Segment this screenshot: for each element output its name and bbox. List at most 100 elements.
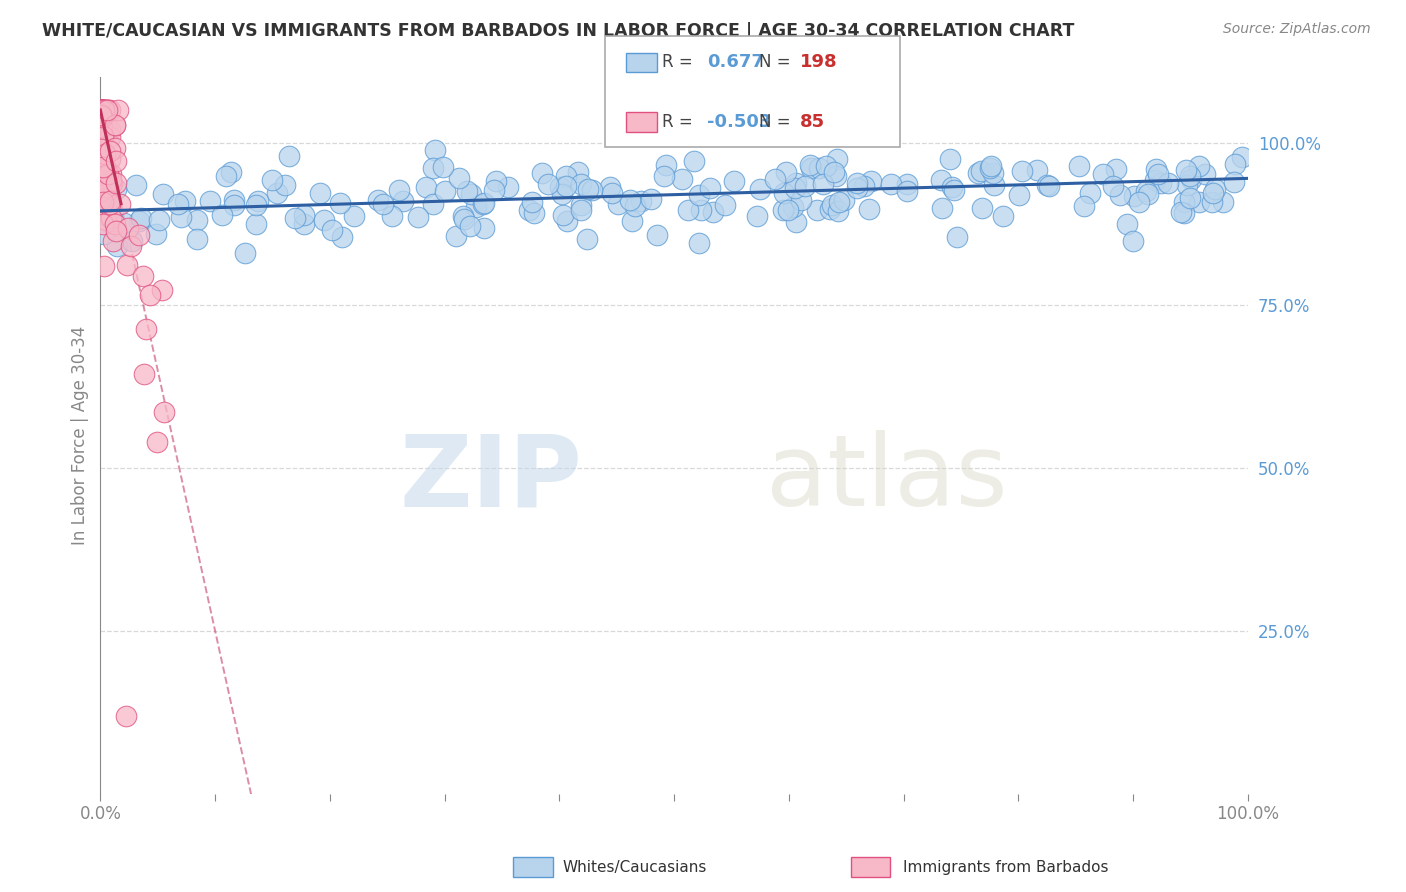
Point [485, 173, 508, 187]
Point [152, 186, 174, 201]
Point [938, 153, 960, 167]
Point [89, 193, 111, 207]
Point [422, 161, 444, 176]
Point [246, 194, 269, 208]
Point [145, 227, 167, 241]
Point [569, 203, 592, 218]
Point [1008, 187, 1031, 202]
Point [91, 103, 114, 117]
Point [90, 103, 112, 117]
Point [785, 215, 807, 229]
Point [94, 213, 117, 227]
Point [800, 161, 823, 176]
Point [640, 192, 662, 206]
Point [1026, 163, 1049, 178]
Point [93, 103, 115, 117]
Point [1194, 167, 1216, 181]
Point [723, 174, 745, 188]
Point [91, 171, 114, 186]
Point [129, 211, 152, 225]
Point [97, 103, 120, 117]
Point [825, 153, 848, 167]
Point [1067, 159, 1090, 173]
Point [1128, 194, 1150, 209]
Point [896, 184, 918, 198]
Point [858, 202, 880, 216]
Point [1180, 172, 1202, 186]
Point [93, 103, 115, 117]
Point [292, 208, 315, 222]
Point [790, 194, 813, 208]
Point [1147, 167, 1170, 181]
Point [1102, 178, 1125, 193]
Point [1091, 168, 1114, 182]
Point [820, 202, 842, 216]
Point [367, 193, 389, 207]
Text: atlas: atlas [766, 430, 1008, 527]
Point [94, 180, 117, 194]
Point [993, 209, 1015, 223]
Point [846, 176, 869, 190]
Point [110, 197, 132, 211]
Point [811, 177, 834, 191]
Point [91, 195, 114, 210]
Point [114, 708, 136, 723]
Point [90, 163, 112, 178]
Text: Immigrants from Barbados: Immigrants from Barbados [903, 860, 1108, 874]
Point [96, 123, 118, 137]
Text: 198: 198 [800, 54, 838, 71]
Point [98, 197, 121, 211]
Point [979, 161, 1001, 176]
Point [496, 179, 519, 194]
Point [980, 160, 1002, 174]
Point [747, 209, 769, 223]
Point [655, 158, 678, 172]
Text: 0.677: 0.677 [707, 54, 763, 71]
Point [105, 239, 128, 253]
Text: -0.503: -0.503 [707, 113, 772, 131]
Point [245, 197, 267, 211]
Point [1073, 199, 1095, 213]
Point [852, 179, 875, 194]
Point [1175, 162, 1198, 177]
Point [274, 178, 297, 192]
Point [128, 214, 150, 228]
Text: N =: N = [759, 54, 790, 71]
Point [1011, 164, 1033, 178]
Point [1135, 184, 1157, 198]
Point [91, 218, 114, 232]
Point [198, 194, 221, 208]
Point [1187, 194, 1209, 209]
Point [90, 149, 112, 163]
Point [1122, 234, 1144, 248]
Point [284, 211, 307, 226]
Point [260, 173, 283, 187]
Y-axis label: In Labor Force | Age 30-34: In Labor Force | Age 30-34 [72, 326, 89, 545]
Point [1136, 186, 1159, 201]
Point [96, 105, 118, 120]
Point [104, 118, 127, 132]
Point [90, 103, 112, 117]
Point [91, 197, 114, 211]
Point [1212, 194, 1234, 209]
Point [101, 211, 124, 226]
Point [139, 288, 162, 302]
Point [100, 172, 122, 186]
Point [90, 192, 112, 206]
Point [97, 183, 120, 197]
Point [343, 209, 366, 223]
Point [135, 322, 157, 336]
Text: Whites/Caucasians: Whites/Caucasians [562, 860, 707, 874]
Point [571, 198, 593, 212]
Point [1144, 162, 1167, 177]
Point [929, 173, 952, 187]
Point [90, 149, 112, 163]
Point [537, 177, 560, 191]
Point [96, 103, 118, 117]
Point [576, 182, 599, 196]
Point [98, 129, 121, 144]
Point [278, 149, 301, 163]
Text: N =: N = [759, 113, 790, 131]
Point [292, 217, 315, 231]
Point [607, 196, 630, 211]
